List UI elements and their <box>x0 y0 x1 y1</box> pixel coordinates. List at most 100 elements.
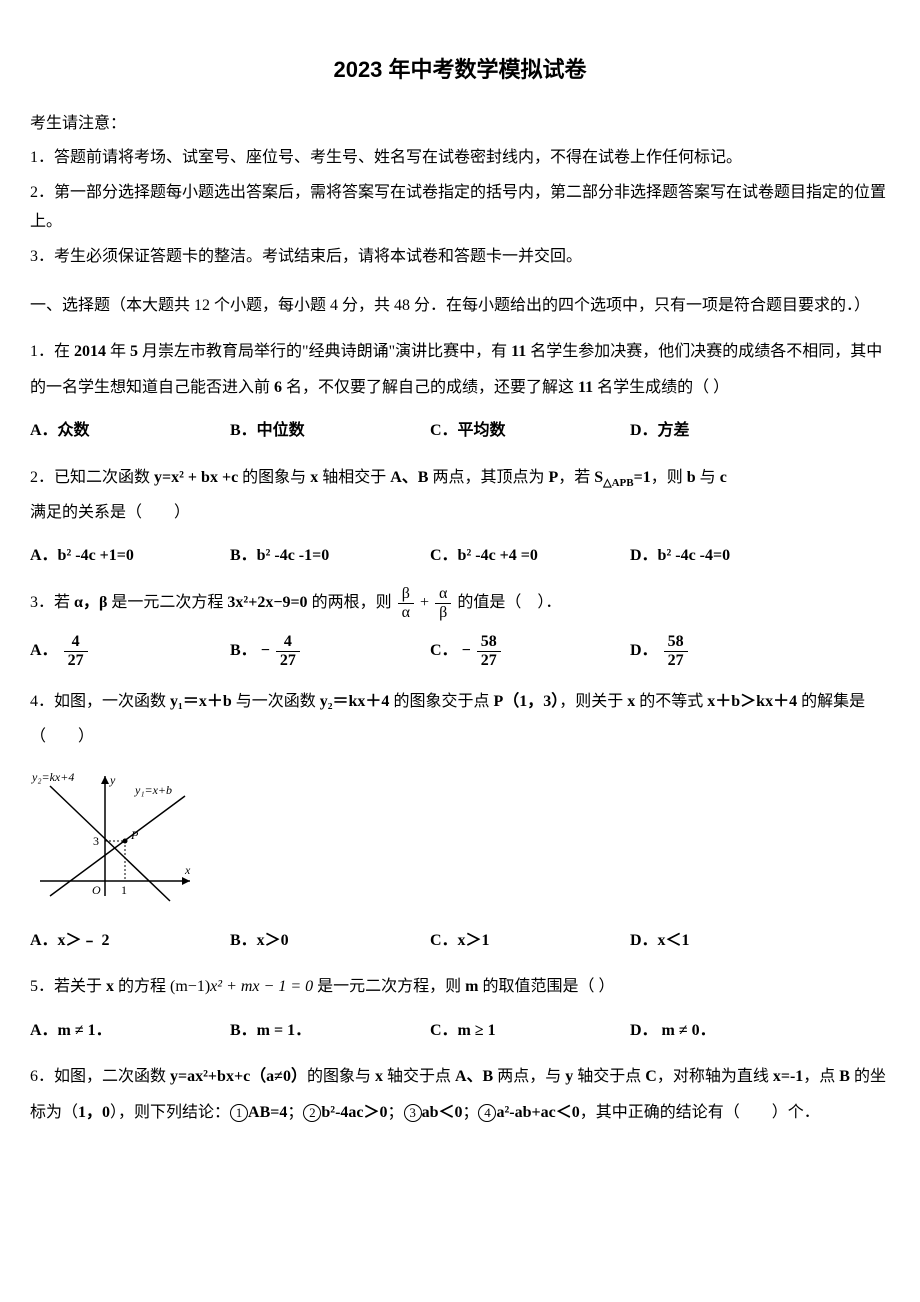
q3-optd-num: 58 <box>664 633 688 652</box>
q4-xaxis: x <box>184 863 191 877</box>
q5-text-c: 的取值范围是（ ） <box>478 978 614 995</box>
q4-p: P（1，3） <box>493 693 559 710</box>
q3-optc-frac: 58 27 <box>477 633 501 669</box>
q6-circ3: 3 <box>404 1104 422 1122</box>
q5-opt-a: A．m ≠ 1． <box>30 1017 230 1046</box>
q2-opt-a: A．b² -4c +1=0 <box>30 542 230 571</box>
q2-s: S <box>594 469 603 486</box>
q3-prefix: 3．若 <box>30 594 74 611</box>
q4-text-d: 的不等式 <box>635 693 707 710</box>
q4-opt-c: C．x＞1 <box>430 927 630 956</box>
question-2: 2．已知二次函数 y=x² + bx +c 的图象与 x 轴相交于 A、B 两点… <box>30 460 890 531</box>
q2-options: A．b² -4c +1=0 B．b² -4c -1=0 C．b² -4c +4 … <box>30 542 890 571</box>
q2-text-e: ，则 <box>651 469 687 486</box>
q4-prefix: 4．如图，一次函数 <box>30 693 170 710</box>
q1-bold-b: 5 <box>130 343 138 360</box>
q5-eq-open: (m−1) <box>170 978 210 995</box>
q2-opt-d: D．b² -4c -4=0 <box>630 542 830 571</box>
q6-semi2: ； <box>388 1104 404 1121</box>
q6-coord: 1，0 <box>78 1104 110 1121</box>
q3-optc-den: 27 <box>477 652 501 670</box>
q6-semi1: ； <box>287 1104 303 1121</box>
question-5: 5．若关于 x 的方程 (m−1)x² + mx − 1 = 0 是一元二次方程… <box>30 969 890 1004</box>
q6-text-f: ，点 <box>803 1068 839 1085</box>
q3-opta-label: A． <box>30 642 58 659</box>
question-1: 1．在 2014 年 5 月崇左市教育局举行的"经典诗朗诵"演讲比赛中，有 11… <box>30 334 890 404</box>
exam-title: 2023 年中考数学模拟试卷 <box>30 50 890 90</box>
q4-ineq: x＋b＞kx＋4 <box>707 693 797 710</box>
q6-text-b: 轴交于点 <box>383 1068 455 1085</box>
q4-opt-b: B．x＞0 <box>230 927 430 956</box>
q1-text-e: 名，不仅要了解自己的成绩，还要了解这 <box>282 379 578 396</box>
question-6: 6．如图，二次函数 y=ax²+bx+c（a≠0）的图象与 x 轴交于点 A、B… <box>30 1059 890 1129</box>
q4-y2-label: y₂=kx+4 <box>31 770 74 784</box>
q3-text-b: 的两根，则 <box>308 594 396 611</box>
q2-ab: A、B <box>390 469 428 486</box>
q6-bpt: B <box>839 1068 850 1085</box>
q2-b: b <box>687 469 696 486</box>
q6-fn: y=ax²+bx+c（a≠0） <box>170 1068 307 1085</box>
q4-graph: y₂=kx+4 y₁=x+b P O 1 3 x y <box>30 766 890 917</box>
q3-optd-den: 27 <box>664 652 688 670</box>
q4-opt-d: D．x＜1 <box>630 927 830 956</box>
q1-bold-a: 2014 <box>74 343 106 360</box>
q1-bold-c: 11 <box>511 343 526 360</box>
q3-text-a: 是一元二次方程 <box>107 594 227 611</box>
q3-frac1-den: α <box>398 604 414 622</box>
q6-ab: A、B <box>455 1068 493 1085</box>
q3-optd-frac: 58 27 <box>664 633 688 669</box>
q5-m: m <box>465 978 478 995</box>
q3-optb-neg: − <box>261 642 270 659</box>
q3-frac1-num: β <box>398 585 414 604</box>
notice-1: 1．答题前请将考场、试室号、座位号、考生号、姓名写在试卷密封线内，不得在试卷上作… <box>30 144 890 173</box>
q1-text-c: 月崇左市教育局举行的"经典诗朗诵"演讲比赛中，有 <box>138 343 511 360</box>
q6-text-i: ，其中正确的结论有（ ）个． <box>580 1104 820 1121</box>
q4-y1: y₁＝x＋b <box>170 693 232 710</box>
q2-prefix: 2．已知二次函数 <box>30 469 154 486</box>
q6-c3: ab＜0 <box>422 1104 463 1121</box>
q5-options: A．m ≠ 1． B．m = 1． C．m ≥ 1 D． m ≠ 0． <box>30 1017 890 1046</box>
q2-eq: =1 <box>634 469 651 486</box>
q5-eq-mid: + mx − 1 = 0 <box>222 978 313 995</box>
q6-text-a: 的图象与 <box>307 1068 375 1085</box>
q4-p-label: P <box>130 828 139 842</box>
q3-opta-frac: 4 27 <box>64 633 88 669</box>
q4-yaxis: y <box>109 773 116 787</box>
q5-opt-b: B．m = 1． <box>230 1017 430 1046</box>
q2-text-c: 两点，其顶点为 <box>428 469 548 486</box>
q3-text-c: 的值是（ ）． <box>457 594 561 611</box>
q1-opt-a: A．众数 <box>30 417 230 446</box>
q2-x: x <box>310 469 318 486</box>
section-1-header: 一、选择题（本大题共 12 个小题，每小题 4 分，共 48 分．在每小题给出的… <box>30 292 890 321</box>
q3-frac2: α β <box>435 585 451 621</box>
q3-optc-num: 58 <box>477 633 501 652</box>
q3-frac2-den: β <box>435 604 451 622</box>
q4-y1-label: y₁=x+b <box>134 783 172 797</box>
q3-opt-c: C． − 58 27 <box>430 633 630 669</box>
q3-ab: α，β <box>74 594 107 611</box>
q5-text-b: 是一元二次方程，则 <box>313 978 465 995</box>
q3-opta-den: 27 <box>64 652 88 670</box>
q1-options: A．众数 B．中位数 C．平均数 D．方差 <box>30 417 890 446</box>
q2-c: c <box>720 469 727 486</box>
q6-text-e: ，对称轴为直线 <box>657 1068 773 1085</box>
q3-options: A． 4 27 B． − 4 27 C． − 58 27 D． 58 27 <box>30 633 890 669</box>
q3-optb-num: 4 <box>276 633 300 652</box>
q3-optd-label: D． <box>630 642 658 659</box>
q6-c2: b²-4ac＞0 <box>321 1104 387 1121</box>
q3-opt-b: B． − 4 27 <box>230 633 430 669</box>
q1-text-a: 1．在 <box>30 343 74 360</box>
q5-text-a: 的方程 <box>114 978 170 995</box>
q2-mid: 的图象与 <box>238 469 310 486</box>
q2-text-f: 与 <box>696 469 720 486</box>
q4-ytick: 3 <box>93 834 99 848</box>
q3-optb-den: 27 <box>276 652 300 670</box>
q5-opt-c: C．m ≥ 1 <box>430 1017 630 1046</box>
q1-opt-d: D．方差 <box>630 417 830 446</box>
q2-text-b: 轴相交于 <box>318 469 390 486</box>
question-3: 3．若 α，β 是一元二次方程 3x²+2x−9=0 的两根，则 β α + α… <box>30 585 890 621</box>
q1-text-b: 年 <box>106 343 130 360</box>
q3-opt-d: D． 58 27 <box>630 633 830 669</box>
q3-opt-a: A． 4 27 <box>30 633 230 669</box>
q2-opt-b: B．b² -4c -1=0 <box>230 542 430 571</box>
